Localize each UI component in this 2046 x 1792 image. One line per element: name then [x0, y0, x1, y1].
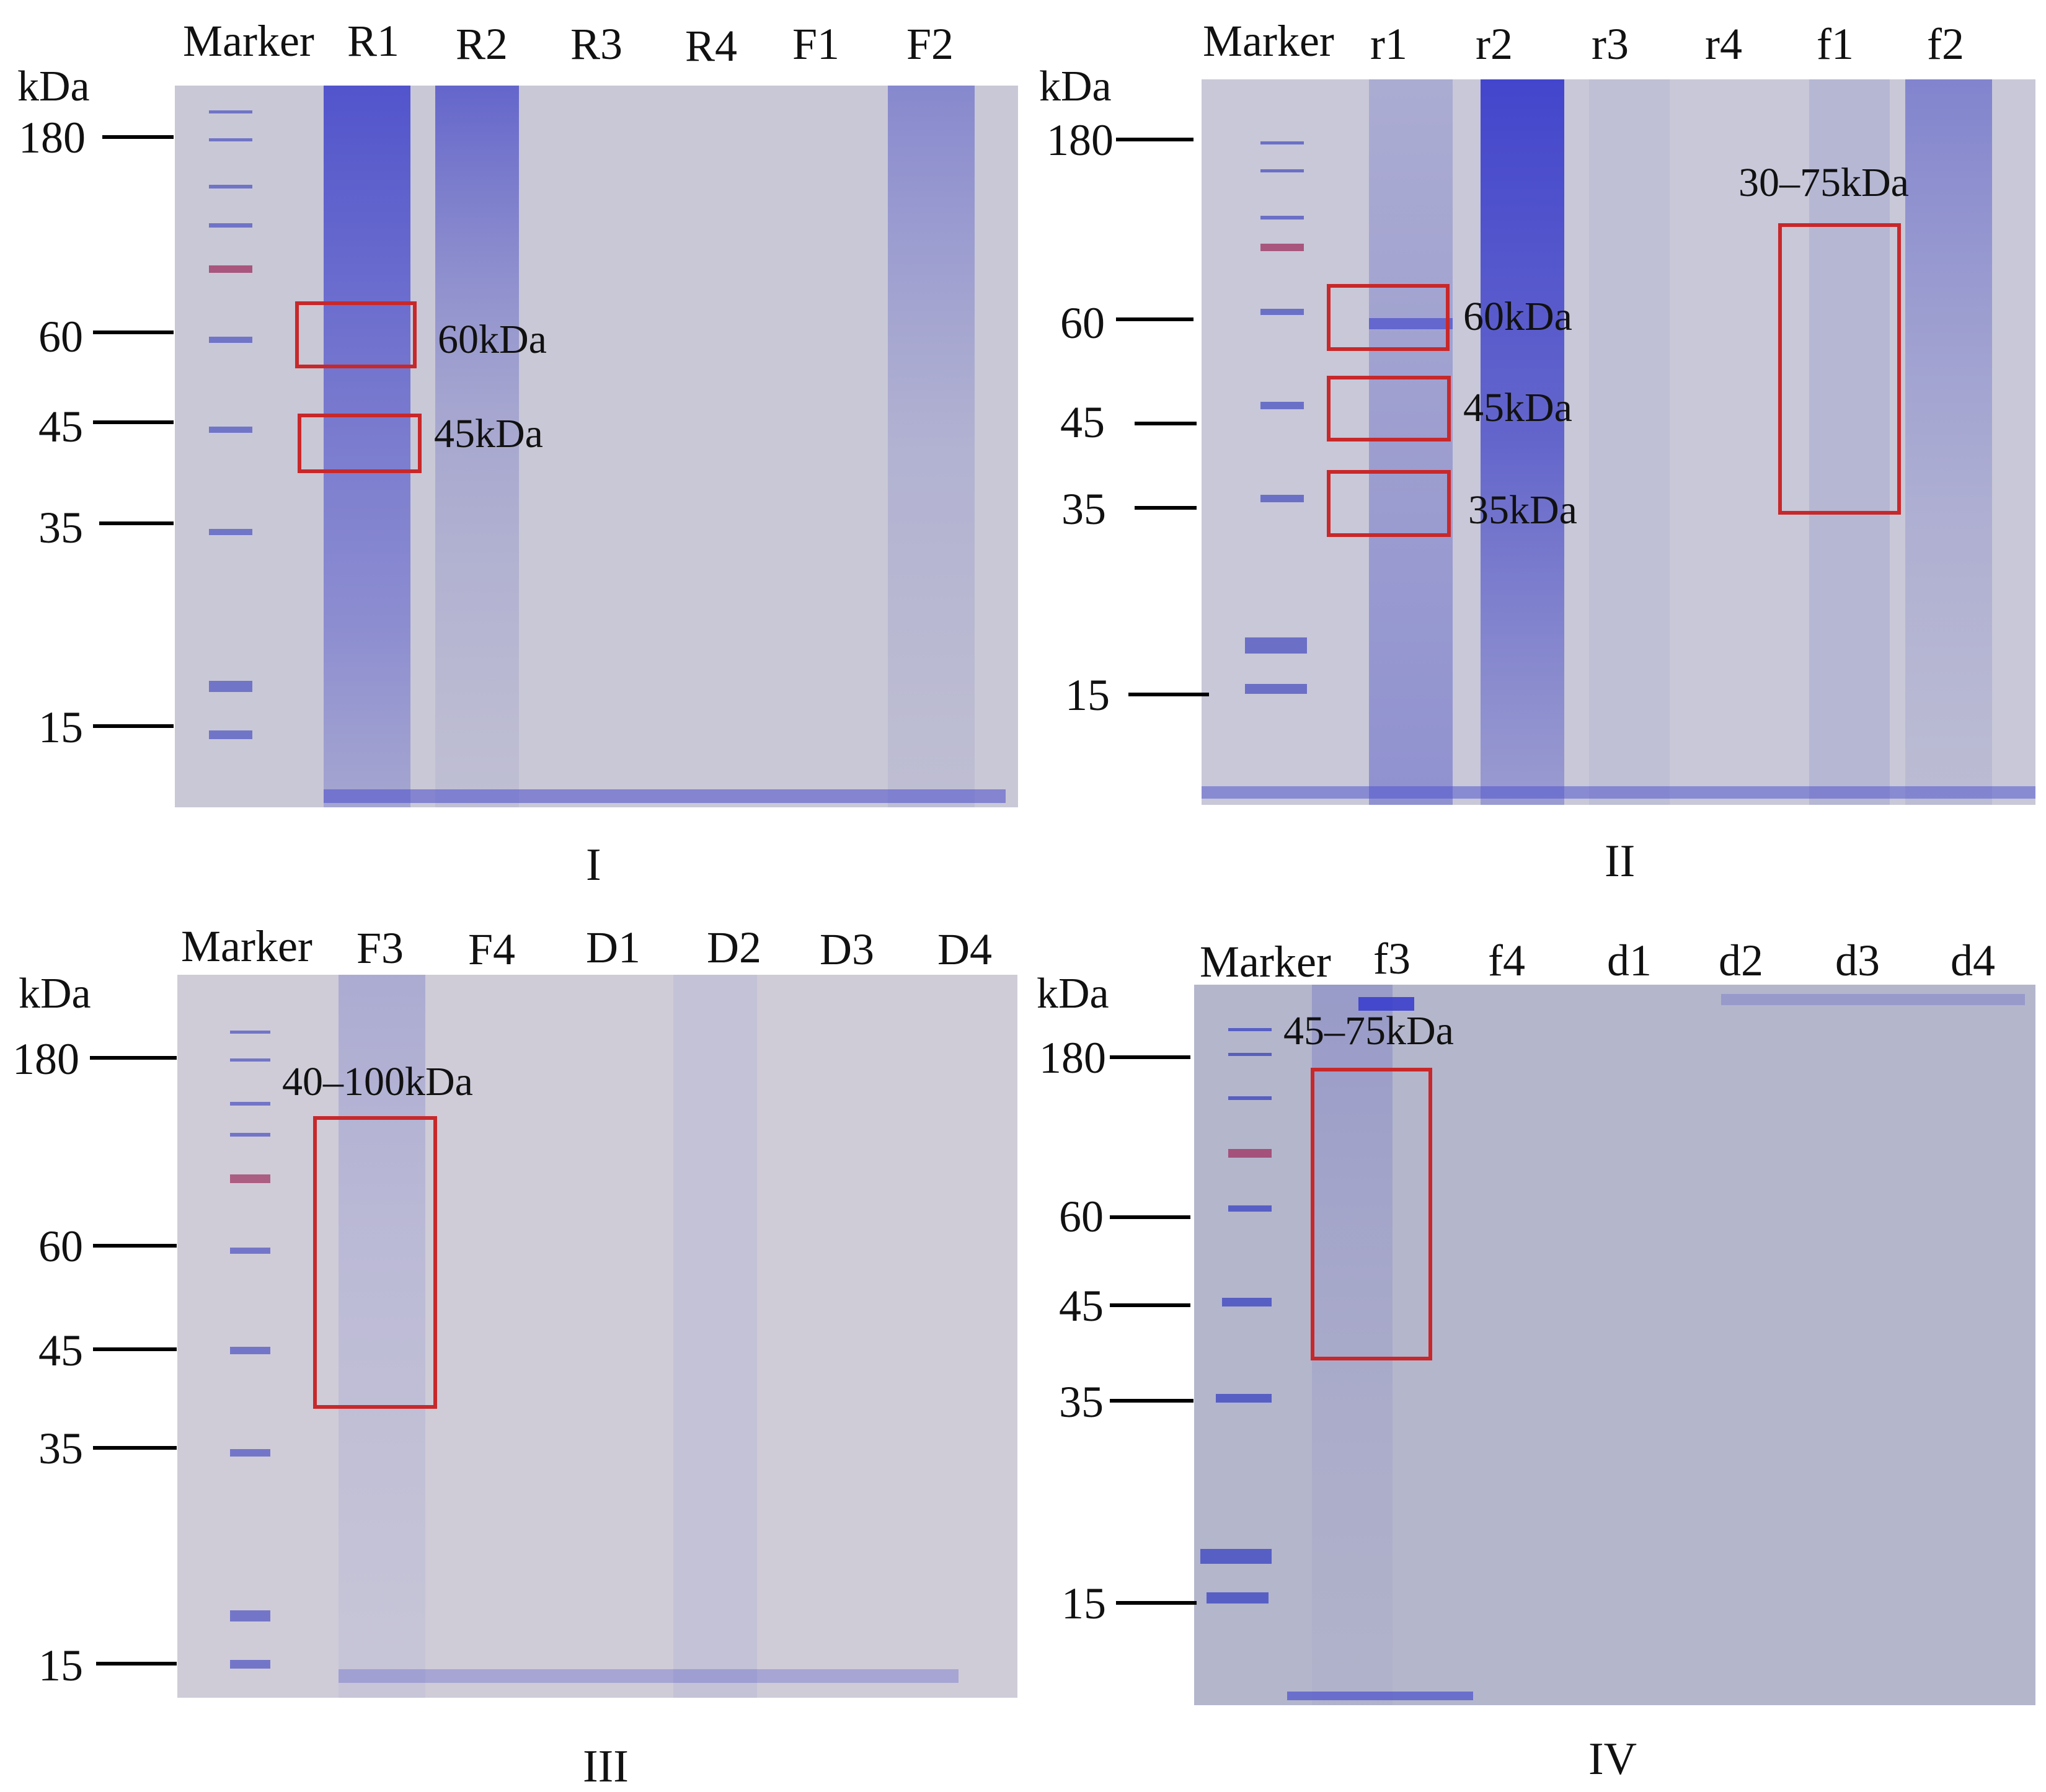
marker-line: [1128, 693, 1209, 696]
kda-unit-label: kDa: [1037, 970, 1109, 1018]
highlight-box: [295, 301, 417, 368]
kda-unit-label: kDa: [17, 63, 90, 110]
annotation-35kDa: 35kDa: [1468, 487, 1577, 533]
marker-45: 45: [1060, 397, 1105, 447]
marker-line: [1135, 422, 1197, 425]
annotation-40-100kDa: 40–100kDa: [282, 1059, 473, 1104]
marker-45: 45: [1059, 1281, 1104, 1331]
highlight-box: [313, 1116, 437, 1409]
marker-line: [1110, 1399, 1194, 1403]
kda-unit-label: kDa: [19, 970, 91, 1018]
marker-15: 15: [38, 703, 83, 752]
marker-line: [93, 1347, 177, 1351]
lane-label-marker: Marker: [1203, 16, 1334, 66]
marker-180: 180: [19, 113, 86, 162]
highlight-box: [1327, 470, 1451, 537]
lane-label-r2: r2: [1476, 19, 1513, 69]
lane-label-marker: Marker: [181, 921, 312, 971]
marker-line: [99, 521, 174, 525]
marker-line: [1116, 317, 1194, 321]
marker-15: 15: [1065, 670, 1110, 720]
lane-label-D4: D4: [937, 925, 992, 974]
marker-60: 60: [38, 312, 83, 362]
annotation-30-75kDa: 30–75kDa: [1738, 160, 1909, 205]
marker-line: [93, 1446, 177, 1450]
gel-image: [1202, 79, 2035, 805]
marker-line: [1110, 1215, 1190, 1219]
marker-35: 35: [38, 503, 83, 552]
marker-180: 180: [12, 1034, 79, 1084]
lane-label-R4: R4: [685, 21, 738, 71]
lane-label-f2: f2: [1927, 19, 1964, 69]
marker-45: 45: [38, 1326, 83, 1375]
marker-line: [90, 1056, 177, 1060]
kda-unit-label: kDa: [1039, 63, 1112, 110]
marker-line: [1110, 1055, 1190, 1059]
gel-image: [177, 975, 1017, 1698]
lane-label-D2: D2: [707, 923, 761, 972]
marker-line: [93, 330, 174, 334]
panel-label-I: I: [586, 840, 601, 890]
lane-label-F3: F3: [356, 923, 404, 973]
marker-15: 15: [38, 1641, 83, 1690]
highlight-box: [1311, 1068, 1432, 1360]
marker-15: 15: [1061, 1579, 1106, 1628]
lane-label-marker: Marker: [1200, 937, 1331, 987]
lane-label-D3: D3: [820, 925, 874, 974]
panel-label-III: III: [583, 1741, 629, 1792]
marker-60: 60: [1060, 298, 1105, 348]
lane-label-F1: F1: [792, 19, 840, 69]
lane-label-R3: R3: [570, 19, 623, 69]
marker-45: 45: [38, 402, 83, 451]
lane-label-d4: d4: [1951, 936, 1995, 985]
marker-60: 60: [38, 1222, 83, 1271]
marker-35: 35: [1061, 484, 1106, 534]
marker-line: [102, 135, 174, 139]
marker-35: 35: [1059, 1377, 1104, 1427]
marker-line: [93, 724, 174, 728]
lane-label-F2: F2: [906, 19, 954, 69]
marker-180: 180: [1047, 115, 1114, 165]
annotation-45kDa: 45kDa: [434, 411, 543, 456]
marker-35: 35: [38, 1424, 83, 1473]
lane-label-d1: d1: [1607, 936, 1652, 985]
lane-label-f3: f3: [1373, 934, 1410, 983]
annotation-60kDa: 60kDa: [1463, 294, 1572, 339]
lane-label-r3: r3: [1592, 19, 1629, 69]
marker-line: [1116, 1601, 1197, 1605]
marker-60: 60: [1059, 1192, 1104, 1241]
gel-image: [175, 86, 1018, 807]
annotation-45-75kDa: 45–75kDa: [1283, 1008, 1454, 1053]
panel-label-IV: IV: [1588, 1734, 1637, 1785]
gel-image: [1194, 985, 2035, 1705]
marker-line: [93, 1244, 177, 1248]
lane-label-D1: D1: [586, 923, 640, 972]
lane-label-d2: d2: [1719, 936, 1763, 985]
panel-label-II: II: [1605, 836, 1636, 887]
lane-label-marker: Marker: [183, 16, 314, 66]
highlight-box: [1778, 223, 1901, 515]
marker-line: [93, 420, 174, 424]
marker-line: [1116, 138, 1194, 141]
marker-line: [1135, 506, 1197, 510]
marker-line: [96, 1662, 177, 1666]
lane-label-f1: f1: [1817, 19, 1854, 69]
lane-label-r1: r1: [1370, 19, 1407, 69]
highlight-box: [1327, 284, 1450, 351]
highlight-box: [298, 414, 422, 473]
annotation-60kDa: 60kDa: [438, 317, 547, 362]
lane-label-F4: F4: [468, 925, 516, 974]
annotation-45kDa: 45kDa: [1463, 385, 1572, 430]
lane-label-f4: f4: [1488, 936, 1525, 985]
lane-label-R2: R2: [456, 19, 508, 69]
marker-line: [1110, 1303, 1190, 1307]
marker-180: 180: [1039, 1033, 1106, 1083]
lane-label-d3: d3: [1835, 936, 1880, 985]
highlight-box: [1327, 376, 1451, 441]
lane-label-R1: R1: [347, 16, 400, 66]
lane-label-r4: r4: [1705, 19, 1742, 69]
